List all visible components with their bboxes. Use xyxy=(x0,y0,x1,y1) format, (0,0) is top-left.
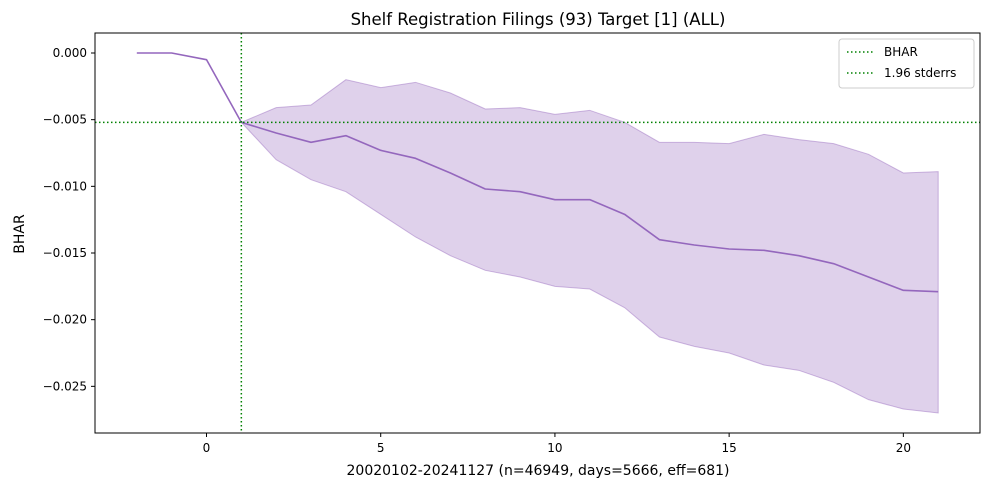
x-tick-label: 15 xyxy=(721,441,736,455)
legend-label-bhar: BHAR xyxy=(884,45,918,59)
x-axis-label: 20020102-20241127 (n=46949, days=5666, e… xyxy=(347,463,730,479)
legend: BHAR 1.96 stderrs xyxy=(838,38,975,89)
x-tick-label: 5 xyxy=(377,441,385,455)
x-tick-label: 20 xyxy=(896,441,911,455)
y-axis-label: BHAR xyxy=(12,214,28,254)
chart-title: Shelf Registration Filings (93) Target [… xyxy=(351,10,726,29)
x-tick-label: 10 xyxy=(547,441,562,455)
plot-layer xyxy=(95,33,980,433)
y-tick-label: 0.000 xyxy=(53,46,87,60)
legend-box xyxy=(838,38,975,89)
plot-frame xyxy=(94,32,981,434)
y-tick-label: −0.005 xyxy=(43,113,87,127)
y-tick-label: −0.025 xyxy=(43,379,87,393)
legend-label-stderrs: 1.96 stderrs xyxy=(884,66,956,80)
y-tick-label: −0.015 xyxy=(43,246,87,260)
y-tick-label: −0.020 xyxy=(43,313,87,327)
y-tick-label: −0.010 xyxy=(43,179,87,193)
stderr-band xyxy=(240,79,939,414)
bhar-series-line xyxy=(136,52,939,293)
x-tick-label: 0 xyxy=(203,441,211,455)
ticks-layer: 0 5 10 15 20 0.000 −0.005 −0.010 −0.015 −0.020 −0.… xyxy=(43,46,911,455)
